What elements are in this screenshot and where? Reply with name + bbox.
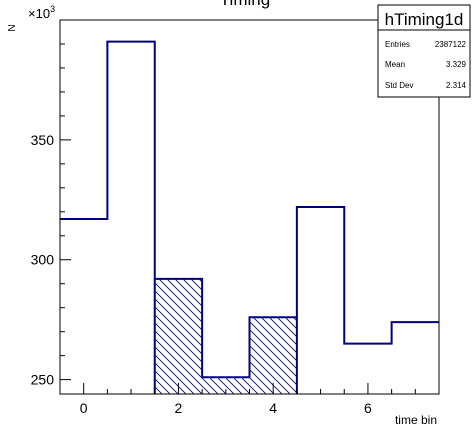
stats-box-title: hTiming1d bbox=[385, 10, 464, 29]
hatched-bins bbox=[153, 278, 298, 394]
x-tick-label-0: 0 bbox=[80, 400, 88, 416]
stats-entries-value: 2387122 bbox=[435, 40, 467, 49]
y-tick-label-300: 300 bbox=[31, 252, 55, 268]
y-tick-label-350: 350 bbox=[31, 132, 55, 148]
chart-title: Timing bbox=[220, 0, 270, 9]
histogram-bar-0 bbox=[60, 219, 107, 394]
histogram-bar-5 bbox=[297, 207, 344, 394]
histogram-outline bbox=[60, 40, 439, 379]
stats-mean-label: Mean bbox=[385, 60, 405, 69]
x-tick-label-4: 4 bbox=[269, 400, 277, 416]
y-axis-multiplier: ×103 bbox=[28, 4, 55, 21]
hatched-bin-2 bbox=[154, 278, 203, 394]
stats-stddev-label: Std Dev bbox=[385, 81, 413, 90]
x-axis-ticks: 0 2 4 6 bbox=[59, 383, 440, 416]
hatched-bin-4 bbox=[249, 317, 297, 394]
y-tick-label-250: 250 bbox=[31, 372, 55, 388]
hatched-bin-3 bbox=[202, 377, 250, 394]
x-axis-label: time bin bbox=[395, 413, 437, 427]
stats-mean-value: 3.329 bbox=[446, 60, 467, 69]
x-tick-label-6: 6 bbox=[364, 400, 372, 416]
y-axis-label: N bbox=[7, 24, 18, 31]
stats-box: hTiming1d Entries 2387122 Mean 3.329 Std… bbox=[377, 4, 471, 98]
histogram-bar-7 bbox=[392, 322, 439, 394]
stats-stddev-value: 2.314 bbox=[446, 81, 467, 90]
y-axis-ticks: 250 300 350 bbox=[31, 19, 71, 388]
x-tick-label-2: 2 bbox=[175, 400, 183, 416]
stats-entries-label: Entries bbox=[385, 40, 410, 49]
histogram-bar-1 bbox=[107, 42, 154, 394]
